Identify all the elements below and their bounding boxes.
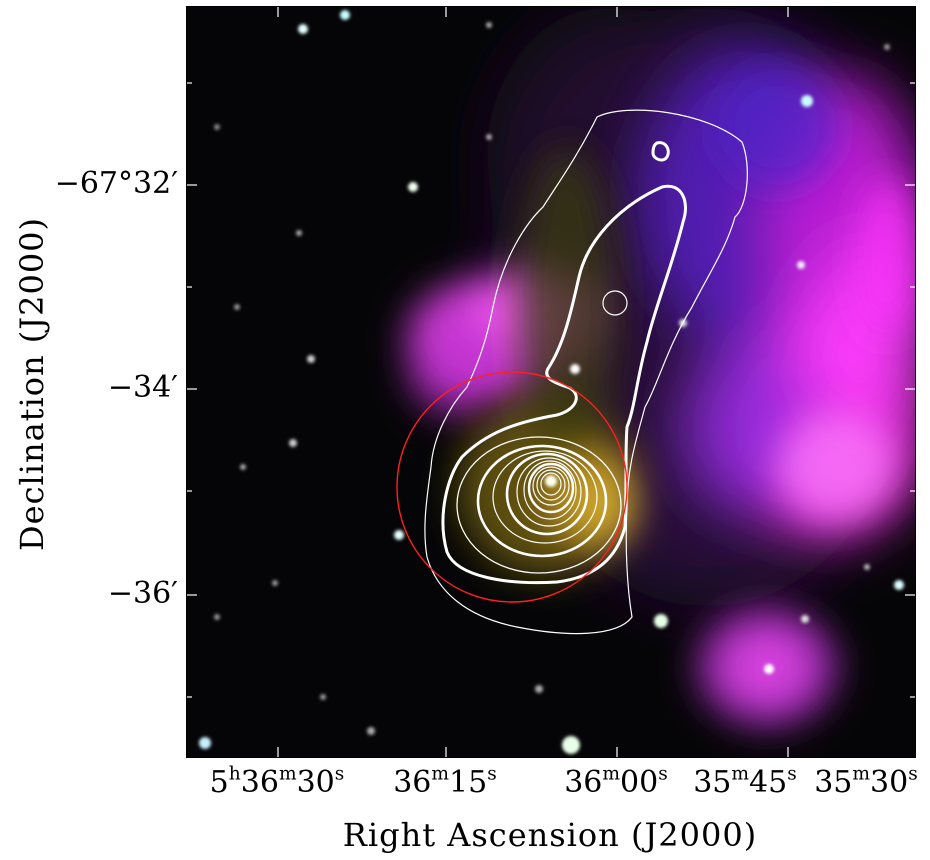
contour-level-8 [523, 460, 577, 520]
x-tick-label-4: 35m45s [693, 765, 797, 800]
x-tick-4-minutes: 35 [693, 765, 732, 800]
x-tick-4-seconds-unit: s [787, 763, 797, 785]
x-tick-5-seconds: 30 [870, 765, 909, 800]
sky-image-panel [186, 6, 916, 758]
x-tick-2-minutes-unit: m [431, 763, 450, 785]
x-tick-2-seconds-unit: s [487, 763, 497, 785]
x-tick-2-seconds: 15 [449, 765, 488, 800]
contour-level-9 [527, 462, 575, 514]
x-tick-1-minutes: 36 [240, 765, 279, 800]
x-tick-4-seconds: 45 [749, 765, 788, 800]
x-tick-1-minutes-unit: m [278, 763, 297, 785]
small-knot-contour [651, 141, 670, 162]
x-tick-4-minutes-unit: m [731, 763, 750, 785]
x-tick-label-2: 36m15s [393, 765, 497, 800]
y-axis-title: Declination (J2000) [13, 216, 51, 552]
contour-level-10 [532, 466, 570, 506]
stars [199, 10, 904, 754]
sky-image [187, 7, 915, 757]
radio-contours [424, 109, 748, 635]
x-axis-title: Right Ascension (J2000) [342, 816, 758, 854]
y-tick-label-3: −36′ [107, 576, 178, 611]
contour-level-12 [540, 472, 562, 496]
x-tick-label-5: 35m30s [814, 765, 918, 800]
thick-ridge-contour [441, 184, 687, 585]
x-tick-5-minutes-unit: m [852, 763, 871, 785]
contour-level-7 [516, 457, 582, 527]
contour-level-5 [492, 450, 598, 544]
x-tick-1-hours: 5 [209, 765, 229, 800]
x-tick-3-minutes: 36 [564, 765, 603, 800]
contour-level-11 [536, 469, 566, 501]
axis-ticks [187, 7, 915, 757]
red-circle-marker [396, 371, 628, 603]
yellow-emission [457, 147, 637, 577]
y-tick-label-2: −34′ [107, 370, 178, 405]
contour-level-3 [456, 436, 622, 574]
x-tick-3-minutes-unit: m [602, 763, 621, 785]
x-tick-label-1: 5h36m30s [209, 765, 345, 800]
x-tick-1-seconds: 30 [296, 765, 335, 800]
x-tick-3-seconds: 00 [620, 765, 659, 800]
x-tick-label-3: 36m00s [564, 765, 668, 800]
x-tick-2-minutes: 36 [393, 765, 432, 800]
x-tick-5-seconds-unit: s [908, 763, 918, 785]
x-tick-5-minutes: 35 [814, 765, 853, 800]
x-tick-3-seconds-unit: s [658, 763, 668, 785]
contour-level-4 [476, 444, 608, 558]
y-tick-label-1: −67°32′ [54, 166, 178, 201]
outer-contour [424, 109, 748, 635]
contour-level-6 [505, 452, 589, 536]
small-ring-contour [602, 290, 628, 316]
x-tick-1-seconds-unit: s [334, 763, 345, 785]
x-tick-1-hours-unit: h [228, 763, 241, 785]
